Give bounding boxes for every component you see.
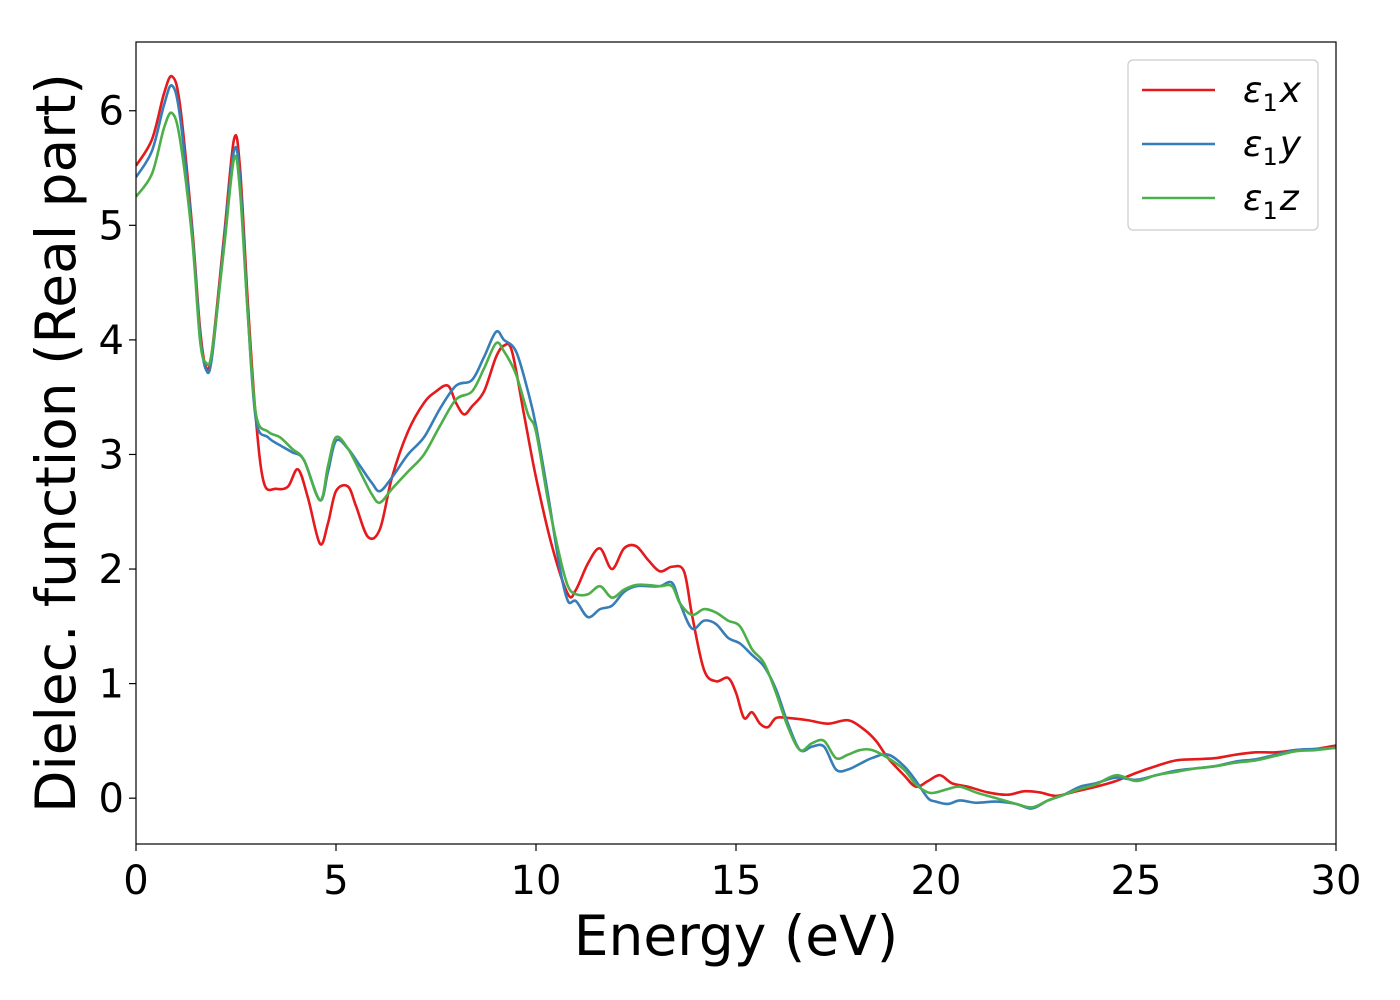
y-tick-label: 4 [99, 318, 124, 364]
x-tick-label: 15 [711, 858, 762, 904]
legend-variable: y [1279, 124, 1302, 165]
legend-symbol: ε [1243, 178, 1262, 219]
series-layer [136, 74, 1336, 810]
y-axis-title: Dielec. function (Real part) [24, 73, 88, 813]
legend-variable: z [1279, 178, 1300, 219]
legend-label: ε1z [1243, 178, 1300, 225]
y-axis: 0 1 2 3 4 5 6 [99, 89, 136, 822]
x-tick-label: 10 [511, 858, 562, 904]
legend-subscript: 1 [1262, 89, 1277, 117]
x-axis: 0 5 10 15 20 25 30 [123, 844, 1361, 904]
y-tick-label: 6 [99, 89, 124, 135]
y-tick-label: 1 [99, 662, 124, 708]
y-tick-label: 0 [99, 776, 124, 822]
legend-label: ε1y [1243, 124, 1302, 171]
y-tick-label: 2 [99, 547, 124, 593]
legend-subscript: 1 [1262, 143, 1277, 171]
legend-variable: x [1279, 70, 1302, 111]
x-tick-label: 0 [123, 858, 148, 904]
series-line-z [136, 111, 1336, 809]
legend-subscript: 1 [1262, 197, 1277, 225]
legend-label: ε1x [1243, 70, 1302, 117]
x-tick-label: 30 [1311, 858, 1362, 904]
x-tick-label: 5 [323, 858, 348, 904]
x-axis-title: Energy (eV) [574, 904, 898, 968]
x-tick-label: 25 [1111, 858, 1162, 904]
series-line-x [136, 74, 1336, 798]
y-tick-label: 5 [99, 203, 124, 249]
x-tick-label: 20 [911, 858, 962, 904]
legend-frame [1127, 59, 1319, 231]
legend-symbol: ε [1243, 124, 1262, 165]
y-tick-label: 3 [99, 432, 124, 478]
legend-symbol: ε [1243, 70, 1262, 111]
